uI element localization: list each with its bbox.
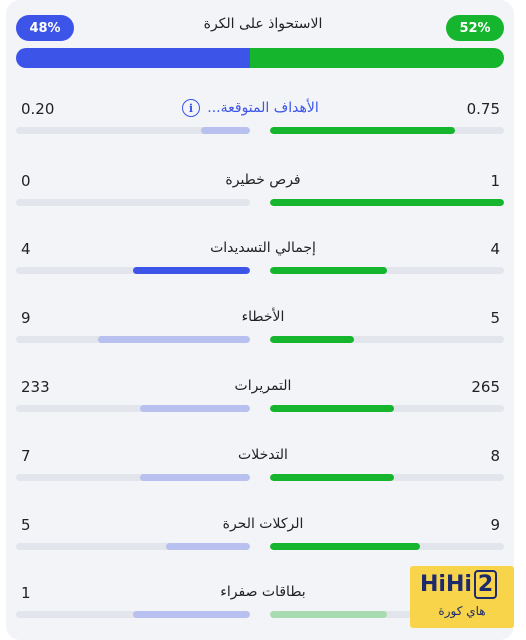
away-stat-track <box>16 405 250 412</box>
home-stat-value: 1 <box>490 172 500 190</box>
away-stat-value: 1 <box>21 584 31 602</box>
away-stat-value: 233 <box>21 378 50 396</box>
away-stat-fill <box>200 127 250 134</box>
home-stat-track <box>270 199 504 206</box>
away-stat-track <box>16 199 250 206</box>
stat-row: 5 الركلات الحرة 9 <box>0 516 526 566</box>
match-stats-card <box>6 0 514 640</box>
home-stat-track <box>270 405 504 412</box>
stat-row: 1 بطاقات صفراء <box>0 584 526 634</box>
home-stat-value: 5 <box>490 309 500 327</box>
possession-title: الاستحواذ على الكرة <box>203 16 323 32</box>
home-stat-value: 265 <box>471 378 500 396</box>
home-stat-value: 8 <box>490 447 500 465</box>
away-stat-value: 7 <box>21 447 31 465</box>
stat-label: الأخطاء <box>241 309 285 325</box>
home-stat-value: 9 <box>490 516 500 534</box>
stat-row: 4 إجمالي التسديدات 4 <box>0 240 526 290</box>
away-stat-value: 9 <box>21 309 31 327</box>
away-stat-fill <box>133 267 250 274</box>
home-stat-value: 0.75 <box>466 100 500 118</box>
away-stat-value: 0 <box>21 172 31 190</box>
away-stat-fill <box>97 336 250 343</box>
hihi2-logo: HiHi 2 هاي كورة <box>410 566 514 628</box>
stat-label: التمريرات <box>234 378 292 394</box>
stat-label: إجمالي التسديدات <box>210 240 316 256</box>
away-stat-fill <box>140 474 250 481</box>
away-stat-track <box>16 474 250 481</box>
home-stat-fill <box>270 405 395 412</box>
home-stat-fill <box>270 611 387 618</box>
stat-row: 7 التدخلات 8 <box>0 447 526 497</box>
home-stat-track <box>270 336 504 343</box>
away-stat-value: 4 <box>21 240 31 258</box>
home-stat-track <box>270 543 504 550</box>
away-stat-fill <box>140 405 250 412</box>
home-stat-fill <box>270 543 420 550</box>
stat-row: 233 التمريرات 265 <box>0 378 526 428</box>
home-stat-track <box>270 267 504 274</box>
stat-row: 9 الأخطاء 5 <box>0 309 526 359</box>
away-possession-badge: 48% <box>16 15 74 41</box>
home-stat-track <box>270 474 504 481</box>
stat-row: 0.20 الأهداف المتوقعة... i 0.75 <box>0 99 526 150</box>
home-stat-fill <box>270 267 387 274</box>
away-stat-track <box>16 611 250 618</box>
away-stat-track <box>16 543 250 550</box>
info-icon[interactable]: i <box>182 99 200 117</box>
home-stat-fill <box>270 336 355 343</box>
logo-tagline: هاي كورة <box>438 604 486 618</box>
home-stat-fill <box>270 474 395 481</box>
home-stat-fill <box>270 127 455 134</box>
stat-label: الركلات الحرة <box>222 516 304 532</box>
home-stat-fill <box>270 199 504 206</box>
away-stat-value: 0.20 <box>21 100 55 118</box>
possession-home-segment <box>250 48 504 68</box>
possession-away-segment <box>16 48 251 68</box>
away-stat-track <box>16 336 250 343</box>
away-stat-value: 5 <box>21 516 31 534</box>
stat-label: التدخلات <box>238 447 288 463</box>
possession-bar <box>16 48 504 68</box>
home-stat-track <box>270 611 504 618</box>
page-edge <box>514 0 526 640</box>
home-stat-track <box>270 127 504 134</box>
away-stat-track <box>16 127 250 134</box>
home-stat-value: 4 <box>490 240 500 258</box>
away-stat-track <box>16 267 250 274</box>
stat-label[interactable]: الأهداف المتوقعة... <box>207 100 319 116</box>
away-stat-fill <box>133 611 250 618</box>
away-stat-fill <box>165 543 250 550</box>
stat-label: فرص خطيرة <box>225 172 301 188</box>
stat-label: بطاقات صفراء <box>220 584 306 600</box>
home-possession-badge: 52% <box>446 15 504 41</box>
logo-brand: HiHi 2 <box>420 570 498 599</box>
stat-row: 0 فرص خطيرة 1 <box>0 172 526 222</box>
